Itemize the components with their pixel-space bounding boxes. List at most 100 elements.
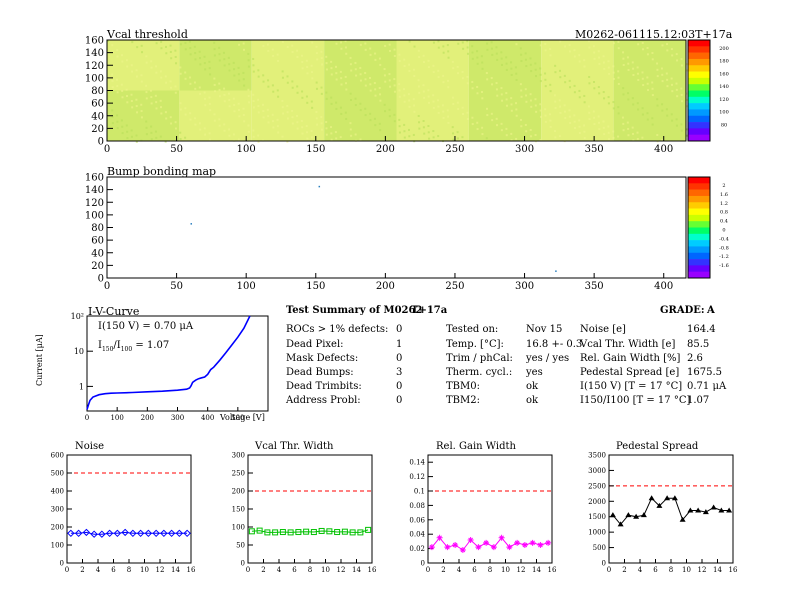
y-tick-label: 0 (98, 274, 104, 285)
gain-width-chart-title: Rel. Gain Width (436, 441, 516, 452)
pixel-noise (154, 94, 157, 97)
pixel-noise (432, 100, 435, 103)
data-marker (98, 530, 106, 538)
pixel-noise (398, 118, 401, 121)
x-tick-label: 2 (441, 566, 445, 574)
color-scale-band (688, 177, 710, 184)
roc-tile (468, 90, 542, 141)
data-marker (687, 507, 694, 513)
pixel-noise (515, 114, 518, 117)
pixel-noise (242, 71, 245, 74)
y-tick-label: 500 (593, 544, 606, 552)
pixel-noise (559, 111, 562, 114)
pixel-noise (335, 137, 338, 140)
pixel-noise (208, 132, 211, 135)
roc-tile (468, 40, 542, 91)
x-tick-label: 300 (515, 281, 534, 292)
y-tick-label: 0 (602, 560, 606, 568)
x-tick-label: 400 (654, 144, 673, 155)
pixel-noise (291, 86, 294, 89)
pixel-noise (189, 53, 192, 56)
data-marker (349, 529, 356, 536)
roc-tile (107, 40, 180, 91)
pixel-noise (111, 73, 114, 76)
pixel-noise (291, 80, 294, 83)
pixel-noise (398, 131, 401, 134)
pixel-noise (359, 102, 362, 105)
pixel-noise (164, 75, 167, 78)
pixel-noise (627, 134, 630, 137)
pixel-noise (408, 70, 411, 73)
vcal_threshold-panel: 0 50 100 150 200 250 300 350 4000204060801001201… (85, 36, 729, 156)
pixel-noise (150, 131, 153, 134)
data-marker (295, 529, 302, 536)
pixel-noise (558, 135, 561, 138)
pixel-noise (510, 132, 513, 135)
y-tick-label: 160 (85, 173, 104, 184)
pixel-noise (413, 110, 416, 113)
pixel-noise (130, 64, 133, 67)
pixel-noise (223, 87, 226, 90)
pixel-noise (184, 107, 187, 110)
pedestal-chart-title: Pedestal Spread (616, 441, 699, 452)
data-marker (710, 504, 717, 510)
pixel-noise (335, 42, 338, 45)
pixel-noise (232, 97, 235, 100)
pixel-noise (451, 60, 454, 63)
color-scale-band (688, 128, 710, 135)
pixel-noise (131, 41, 134, 44)
data-marker (334, 529, 341, 536)
pixel-noise (608, 72, 611, 75)
pixel-noise (184, 71, 187, 74)
y-tick-label: 60 (91, 99, 104, 110)
color-scale-label: 180 (719, 59, 729, 65)
color-scale-label: 140 (719, 84, 729, 90)
pixel-noise (554, 100, 557, 103)
pixel-noise (451, 96, 454, 99)
y-tick-label: 150 (232, 506, 245, 514)
iv-ratio-value: 1.07 (146, 340, 170, 351)
pixel-noise (218, 59, 221, 62)
pixel-noise (617, 40, 620, 43)
pixel-noise (252, 100, 255, 103)
pixel-noise (524, 123, 527, 126)
pixel-noise (501, 99, 504, 102)
pixel-noise (271, 113, 274, 116)
pixel-noise (384, 110, 387, 113)
pixel-noise (145, 126, 148, 129)
pixel-noise (593, 81, 595, 83)
x-tick-label: 0 (426, 566, 430, 574)
pixel-noise (646, 53, 649, 56)
x-tick-label: 6 (292, 566, 297, 574)
pixel-noise (423, 96, 426, 99)
x-tick-label: 150 (306, 281, 325, 292)
result-value: 1675.5 (687, 367, 722, 378)
pixel-noise (213, 77, 216, 80)
pixel-noise (461, 77, 464, 80)
vcal-width-chart-title: Vcal Thr. Width (255, 441, 334, 452)
pixel-noise (408, 99, 411, 102)
pixel-noise (325, 97, 328, 100)
data-marker (326, 528, 333, 535)
pixel-noise (529, 93, 532, 96)
x-tick-label: 8 (308, 566, 312, 574)
pixel-noise (432, 64, 435, 67)
pixel-noise (539, 115, 542, 118)
color-scale-band (688, 109, 710, 117)
pixel-noise (549, 90, 552, 93)
pixel-noise (505, 68, 508, 71)
pixel-noise (262, 110, 265, 113)
pixel-noise (189, 112, 192, 115)
pixel-noise (466, 52, 469, 55)
pixel-noise (330, 126, 333, 129)
pixel-noise (544, 114, 547, 117)
pixel-noise (247, 95, 250, 98)
pixel-noise (145, 120, 148, 123)
pixel-noise (174, 55, 177, 58)
pixel-noise (262, 80, 265, 83)
pixel-noise (646, 82, 649, 85)
pixel-noise (203, 91, 206, 94)
pixel-noise (447, 115, 450, 118)
noise-chart-title: Noise (75, 441, 105, 452)
pixel-noise (111, 115, 114, 118)
